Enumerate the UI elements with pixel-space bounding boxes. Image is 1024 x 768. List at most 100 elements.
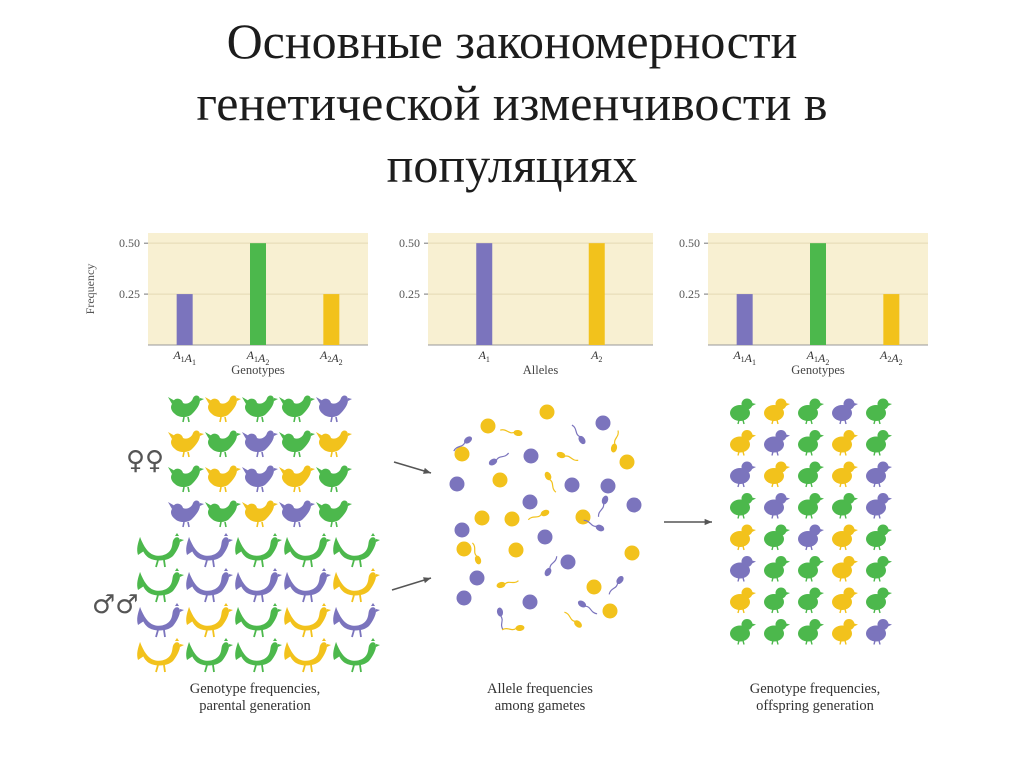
hen-leg	[224, 451, 227, 458]
chick-leg	[742, 482, 745, 488]
hen-leg	[219, 486, 222, 493]
chick-leg	[873, 514, 876, 519]
rooster-leg	[212, 664, 215, 673]
hen-body	[282, 430, 311, 452]
chick-head	[775, 461, 787, 473]
caption-line: Genotype frequencies,	[749, 681, 881, 697]
rooster-body	[189, 537, 229, 561]
rooster-leg	[310, 629, 313, 638]
sperm-head	[578, 435, 586, 445]
chick	[730, 461, 756, 488]
rooster-beak	[278, 539, 282, 542]
chick-leg	[737, 482, 740, 488]
hen-body	[319, 500, 348, 522]
chick-leg	[810, 482, 813, 488]
chick-leg	[737, 514, 740, 519]
sperm-head	[513, 429, 523, 437]
hen	[242, 395, 278, 423]
hen-tail	[168, 467, 175, 474]
chick-leg	[873, 577, 876, 582]
hen-leg	[330, 416, 333, 423]
hen-beak	[237, 468, 241, 471]
hen-beak	[311, 503, 315, 506]
rooster-leg	[351, 629, 355, 638]
chick-leg	[839, 545, 842, 551]
sperm-tail	[564, 611, 576, 622]
chick-leg	[805, 482, 808, 488]
chick-leg	[844, 482, 847, 488]
y-tick-label: 0.25	[119, 287, 140, 301]
chick-beak	[752, 623, 756, 627]
rooster	[284, 603, 331, 638]
chick	[764, 619, 790, 645]
rooster	[333, 603, 380, 638]
chick-leg	[810, 545, 813, 551]
rooster-beak	[376, 609, 380, 612]
egg-cell	[474, 510, 490, 526]
title-line: Основные закономерности	[226, 13, 798, 69]
chick	[798, 430, 824, 456]
sperm-head	[610, 443, 618, 453]
chick-beak	[752, 434, 756, 438]
chick	[730, 398, 756, 425]
rooster-body	[189, 642, 229, 666]
egg-cell	[522, 494, 538, 510]
rooster	[186, 533, 233, 568]
chick-leg	[878, 514, 881, 519]
rooster-leg	[212, 594, 215, 603]
hen-leg	[182, 416, 185, 423]
chick-leg	[839, 482, 842, 488]
arrow	[664, 518, 712, 526]
hen	[168, 500, 204, 528]
bar	[588, 243, 605, 345]
chick-beak	[820, 403, 824, 406]
caption-line: among gametes	[494, 698, 586, 714]
hen-leg	[335, 416, 338, 423]
chick-leg	[742, 608, 745, 614]
rooster-body	[287, 607, 327, 631]
rooster-comb	[322, 638, 326, 641]
hen-leg	[187, 521, 190, 528]
rooster-body	[336, 572, 376, 596]
rooster-beak	[278, 609, 282, 612]
chick-leg	[810, 640, 813, 645]
hen-body	[208, 430, 237, 452]
x-tick-label: A1A2	[246, 348, 270, 367]
sperm-head	[595, 524, 605, 532]
hen-body	[245, 500, 274, 522]
rooster-leg	[351, 559, 355, 568]
arrow-head	[423, 467, 431, 474]
sperm-tail	[471, 542, 478, 557]
sperm-tail	[527, 514, 542, 521]
rooster-beak	[180, 644, 184, 647]
chick-leg	[839, 451, 842, 456]
rooster-comb	[371, 533, 375, 536]
rooster-tail	[284, 607, 291, 625]
sperm-cell	[597, 495, 609, 517]
hen	[168, 430, 204, 458]
sperm-cell	[571, 424, 586, 445]
caption-parental: Genotype frequencies, parental generatio…	[140, 681, 370, 715]
rooster-body	[189, 607, 229, 631]
rooster-leg	[155, 559, 159, 568]
chick-head	[877, 587, 889, 599]
chick	[832, 556, 858, 582]
chick-leg	[873, 640, 876, 645]
chick-beak	[888, 592, 892, 595]
hen	[242, 465, 278, 493]
hen-leg	[224, 486, 227, 493]
hen-body	[319, 430, 348, 452]
chick-beak	[786, 560, 790, 564]
x-axis-label: Genotypes	[231, 363, 285, 377]
chick	[730, 619, 756, 645]
chick-leg	[776, 419, 779, 425]
chick-leg	[844, 545, 847, 551]
chick-beak	[854, 497, 858, 501]
chick-leg	[839, 514, 842, 519]
hen-leg	[330, 521, 333, 528]
rooster-beak	[327, 574, 331, 577]
hen-leg	[335, 521, 338, 528]
egg-cell	[449, 476, 465, 492]
hen-tail	[316, 432, 323, 439]
hen-body	[245, 395, 274, 417]
